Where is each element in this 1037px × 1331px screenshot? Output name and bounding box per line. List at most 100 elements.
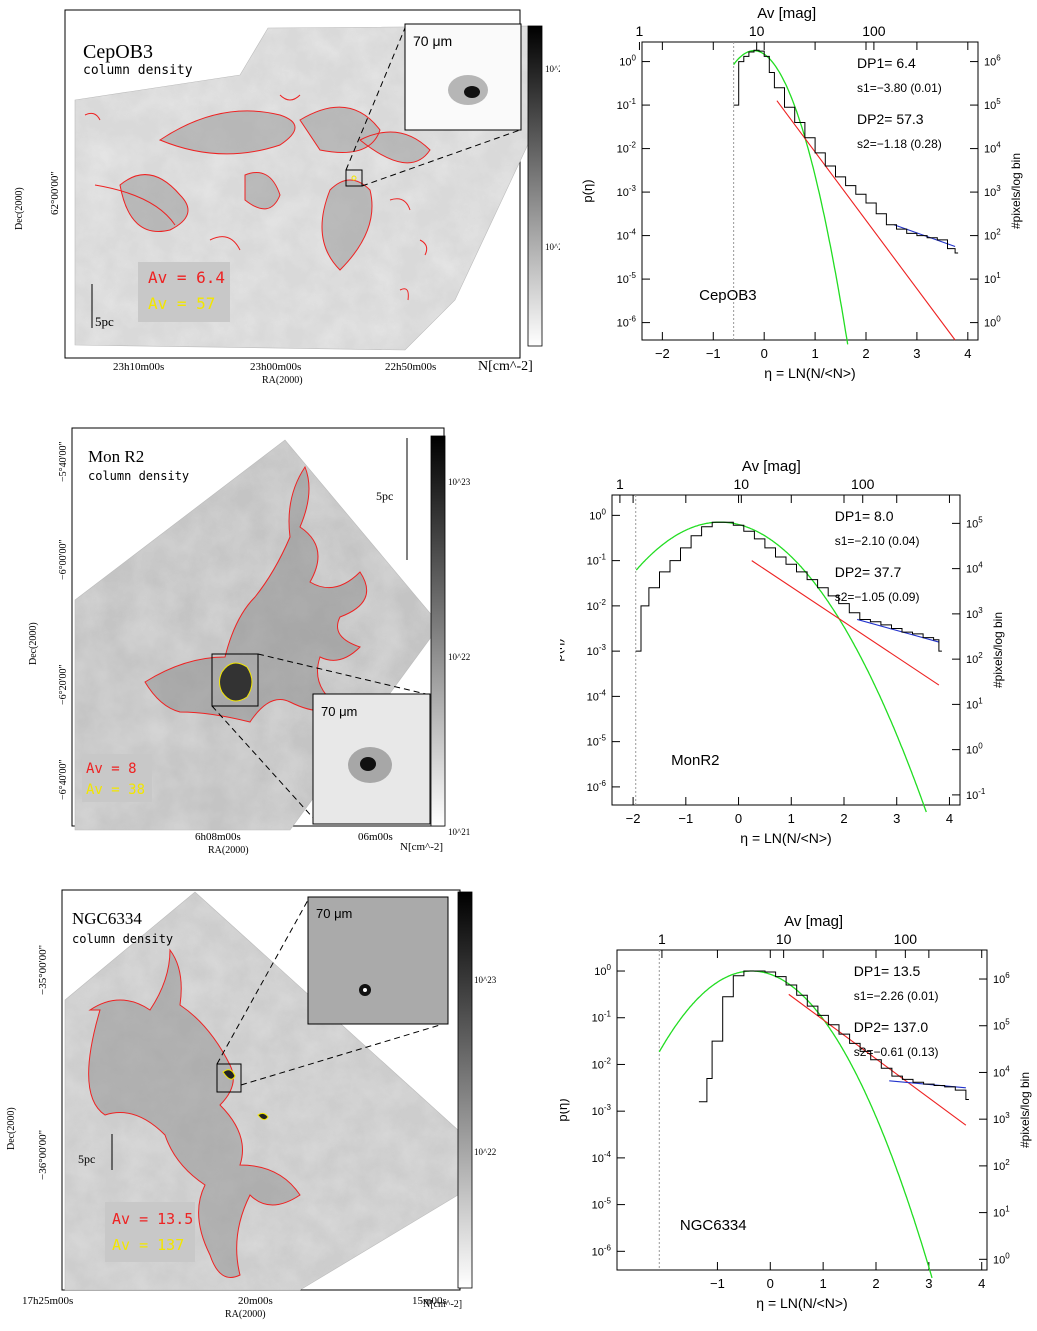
contour-legend-box [82, 754, 152, 802]
map-subtitle: column density [83, 63, 193, 78]
fit-annotation: DP2= 137.0 [854, 1019, 929, 1035]
y-right-tick-label: 104 [966, 561, 983, 576]
fit-annotation: s1=−2.26 (0.01) [854, 989, 939, 1003]
x-tick-label: 2 [872, 1276, 879, 1291]
top-tick-label: 100 [894, 931, 918, 947]
pdf-chart-cepob3: −2 −1 0 1 2 3 4 η = LN(N/<N>) 100 10-1 10-2 10-3 10-… [580, 5, 1023, 381]
inset-label: 70 μm [321, 704, 357, 719]
map-ngc6334: 70 μm 10^23 10^22 N[cm^-2] NGC6334 colum… [6, 889, 497, 1320]
zoom-box [211, 653, 259, 707]
x-tick-label: 1 [788, 811, 795, 826]
fit-annotation: DP1= 6.4 [857, 55, 916, 71]
x-tick-label: 4 [946, 811, 953, 826]
fit-annotation: s1=−2.10 (0.04) [835, 534, 920, 548]
y-right-tick-label: 102 [966, 651, 983, 666]
x-axis-label: η = LN(N/<N>) [764, 365, 855, 381]
x-axis-label: η = LN(N/<N>) [756, 1295, 847, 1311]
y-tick-label: 10-6 [617, 315, 637, 330]
ra-label: RA(2000) [208, 845, 249, 856]
ra-tick: 23h10m00s [113, 361, 164, 373]
dec-label: Dec(2000) [6, 1107, 17, 1150]
y-tick-label: 10-1 [617, 97, 637, 112]
region-label: NGC6334 [680, 1217, 747, 1234]
histogram [698, 970, 969, 1103]
y-right-tick-label: 103 [993, 1111, 1010, 1126]
y-axis-label-left: p(η) [560, 1098, 570, 1121]
y-right-tick-label: 101 [993, 1205, 1010, 1220]
y-axis-label-right: #pixels/log bin [1018, 1072, 1032, 1148]
x-tick-label: 4 [978, 1276, 985, 1291]
y-right-tick-label: 101 [984, 271, 1001, 286]
plot-frame [616, 949, 988, 1271]
dec-tick: −36°00'00" [37, 1130, 49, 1180]
plot-frame [611, 494, 961, 806]
ra-label: RA(2000) [262, 375, 303, 386]
y-axis-label-left: p(η) [560, 638, 565, 661]
x-tick-label: −2 [655, 346, 670, 361]
y-tick-label: 10-1 [587, 553, 607, 568]
y-tick-label: 10-2 [617, 141, 637, 156]
y-tick-label: 10-4 [617, 228, 637, 243]
colorbar-tick-high: 10^23 [545, 64, 560, 74]
y-tick-label: 100 [594, 963, 611, 978]
y-right-tick-label: 100 [993, 1251, 1010, 1266]
pdf-chart-monr2: −2 −1 0 1 2 3 4 η = LN(N/<N>) 100 10-1 10-2 10-3 10-… [560, 458, 1005, 846]
y-tick-label: 10-2 [592, 1056, 612, 1071]
x-tick-label: 0 [761, 346, 768, 361]
map-title: Mon R2 [88, 447, 144, 466]
dec-tick: −6°40'00" [58, 759, 69, 800]
y-right-tick-label: 101 [966, 696, 983, 711]
dec-tick: −5°40'00" [58, 441, 69, 482]
x-tick-label: 1 [820, 1276, 827, 1291]
y-tick-label: 10-2 [587, 598, 607, 613]
histogram [733, 49, 959, 254]
histogram [635, 521, 942, 652]
x-axis-label: η = LN(N/<N>) [740, 830, 831, 846]
contour-legend-low: Av = 13.5 [112, 1210, 193, 1228]
contour-low [88, 948, 301, 1278]
y-right-tick-label: 104 [984, 141, 1001, 156]
top-tick-label: 1 [616, 476, 624, 492]
dec-tick: 62°00'00" [49, 171, 61, 215]
top-tick-label: 1 [658, 931, 666, 947]
ra-tick: 15m00s [412, 1295, 447, 1307]
fit-annotation: s2=−1.05 (0.09) [835, 590, 920, 604]
colorbar-tick-low: 10^22 [474, 1147, 496, 1157]
y-right-tick-label: 102 [993, 1158, 1010, 1173]
y-tick-label: 10-5 [587, 734, 607, 749]
contour-low-b [84, 94, 428, 301]
ra-tick: 06m00s [358, 831, 393, 843]
inset-label: 70 μm [413, 33, 452, 49]
contour-high [222, 1069, 269, 1121]
ra-tick: 23h00m00s [250, 361, 301, 373]
contour-high [219, 662, 253, 702]
x-tick-label: 1 [811, 346, 818, 361]
zoom-box [216, 1063, 242, 1093]
x-tick-label: −1 [706, 346, 721, 361]
top-axis-label: Av [mag] [784, 913, 843, 930]
y-tick-label: 10-6 [592, 1243, 612, 1258]
y-tick-label: 10-6 [587, 779, 607, 794]
plot-frame [641, 41, 979, 341]
x-tick-label: −1 [710, 1276, 725, 1291]
colorbar-tick-high: 10^23 [448, 477, 471, 487]
y-axis-label-right: #pixels/log bin [1009, 153, 1023, 229]
lognormal-fit [733, 50, 849, 345]
x-tick-label: 0 [767, 1276, 774, 1291]
y-right-tick-label: 10-1 [966, 787, 986, 802]
colorbar-unit: N[cm^-2] [478, 359, 533, 374]
powerlaw-fit-1 [776, 100, 956, 341]
y-right-tick-label: 102 [984, 228, 1001, 243]
y-tick-label: 10-5 [617, 271, 637, 286]
y-right-tick-label: 103 [984, 184, 1001, 199]
y-right-tick-label: 105 [984, 97, 1001, 112]
contour-low [144, 465, 368, 723]
y-right-tick-label: 103 [966, 606, 983, 621]
y-right-tick-label: 105 [993, 1018, 1010, 1033]
y-tick-label: 10-4 [587, 688, 607, 703]
contour-legend-low: Av = 6.4 [148, 268, 225, 287]
dec-label: Dec(2000) [28, 622, 39, 665]
x-tick-label: −2 [626, 811, 641, 826]
y-tick-label: 10-4 [592, 1150, 612, 1165]
x-tick-label: 2 [862, 346, 869, 361]
